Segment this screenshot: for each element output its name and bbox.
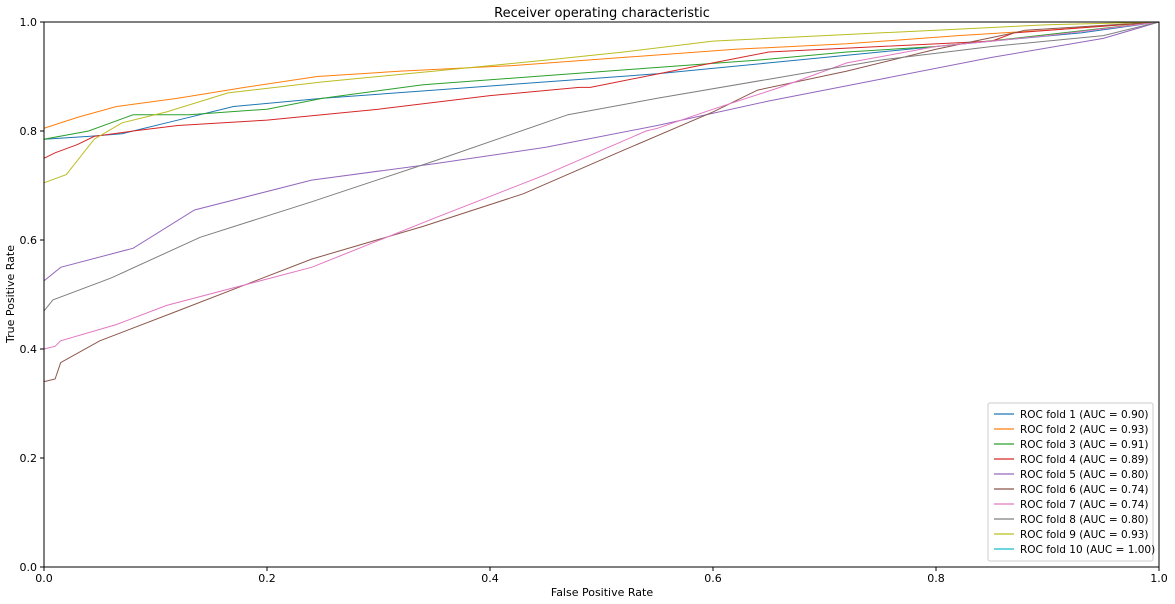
legend-entry: ROC fold 8 (AUC = 0.80) xyxy=(1020,514,1149,526)
legend-box xyxy=(987,402,1154,562)
roc-fold-7-line xyxy=(43,21,1160,350)
x-axis-title: False Positive Rate xyxy=(551,586,653,599)
y-tick-label: 1.0 xyxy=(20,16,38,29)
x-axis-ticks: 0.0 0.2 0.4 0.6 0.8 1.0 xyxy=(35,567,1168,585)
x-tick-label: 0.6 xyxy=(704,572,722,585)
roc-fold-6-line xyxy=(43,21,1160,385)
x-tick-label: 1.0 xyxy=(1150,572,1168,585)
legend-entry: ROC fold 4 (AUC = 0.89) xyxy=(1020,454,1149,466)
y-tick-label: 0.8 xyxy=(20,125,38,138)
legend-entry: ROC fold 6 (AUC = 0.74) xyxy=(1020,484,1149,496)
legend: ROC fold 1 (AUC = 0.90) ROC fold 2 (AUC =… xyxy=(987,402,1155,562)
legend-entry: ROC fold 2 (AUC = 0.93) xyxy=(1020,424,1149,436)
x-tick-label: 0.2 xyxy=(258,572,276,585)
roc-fold-5-line xyxy=(43,21,1160,284)
legend-entry: ROC fold 5 (AUC = 0.80) xyxy=(1020,469,1149,481)
legend-entry: ROC fold 7 (AUC = 0.74) xyxy=(1020,499,1149,511)
plot-frame xyxy=(43,21,1160,568)
chart-title: Receiver operating characteristic xyxy=(494,6,710,21)
y-axis-title: True Positive Rate xyxy=(4,245,17,344)
x-tick-label: 0.0 xyxy=(35,572,53,585)
roc-fold-8-line xyxy=(43,21,1160,314)
x-tick-label: 0.4 xyxy=(481,572,499,585)
y-tick-label: 0.4 xyxy=(20,343,38,356)
legend-entry: ROC fold 1 (AUC = 0.90) xyxy=(1020,409,1149,421)
y-tick-label: 0.6 xyxy=(20,234,38,247)
roc-fold-2-line xyxy=(43,21,1160,131)
legend-entry: ROC fold 9 (AUC = 0.93) xyxy=(1020,529,1149,541)
x-tick-label: 0.8 xyxy=(927,572,945,585)
roc-fold-3-line xyxy=(43,21,1160,142)
legend-entry: ROC fold 10 (AUC = 1.00) xyxy=(1020,544,1155,556)
y-tick-label: 0.0 xyxy=(20,561,38,574)
y-axis-ticks: 0.0 0.2 0.4 0.6 0.8 1.0 xyxy=(20,16,44,574)
roc-fold-4-line xyxy=(43,21,1160,161)
roc-fold-9-line xyxy=(43,21,1160,184)
y-tick-label: 0.2 xyxy=(20,452,38,465)
legend-entry: ROC fold 3 (AUC = 0.91) xyxy=(1020,439,1149,451)
